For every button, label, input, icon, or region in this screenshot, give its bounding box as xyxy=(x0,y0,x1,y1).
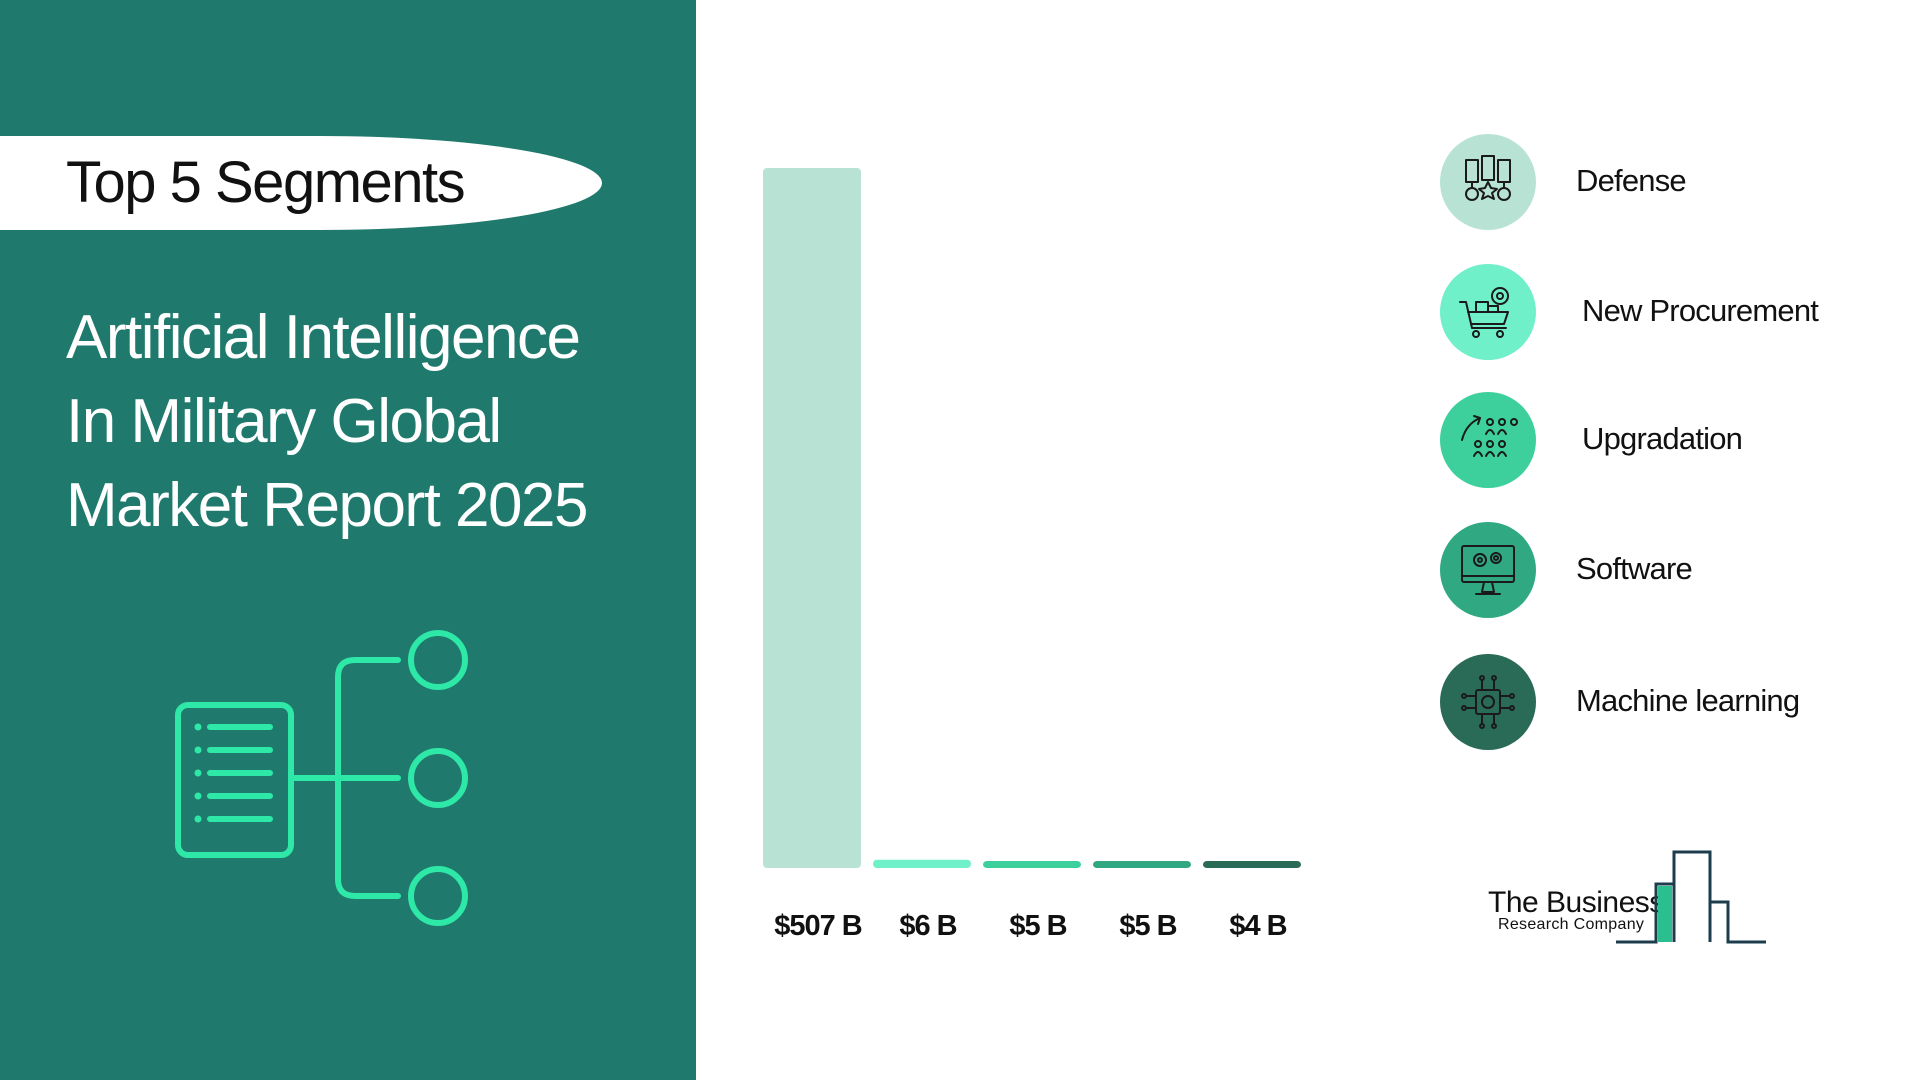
report-title: Artificial Intelligence In Military Glob… xyxy=(66,296,626,548)
company-logo: The Business Research Company xyxy=(1488,850,1808,950)
report-title-line: Artificial Intelligence xyxy=(66,303,581,372)
legend-item-machine-learning: Machine learning xyxy=(1440,654,1910,750)
shopping-cart-gear-icon xyxy=(1459,287,1509,338)
logo-buildings-icon xyxy=(1616,850,1766,944)
segments-pill xyxy=(0,136,602,230)
report-title-line: Market Report 2025 xyxy=(66,471,588,540)
bar-value-label: $6 B xyxy=(899,910,956,942)
legend-swatch xyxy=(1440,392,1536,488)
legend-label: Defense xyxy=(1576,163,1687,198)
bar-software xyxy=(1093,861,1191,868)
growth-people-icon xyxy=(1461,415,1518,457)
legend-label: Machine learning xyxy=(1576,683,1800,718)
legend-swatch xyxy=(1440,522,1536,618)
legend-label: Software xyxy=(1576,551,1693,586)
bar-new-procurement xyxy=(873,859,971,868)
legend-swatch xyxy=(1440,134,1536,230)
legend-item-software: Software xyxy=(1440,522,1910,618)
segment-bar-chart: $507 B $6 B $5 B $5 B $4 B xyxy=(760,150,1360,970)
legend-item-defense: Defense xyxy=(1440,134,1910,230)
bar-machine-learning xyxy=(1203,861,1301,868)
report-title-line: In Military Global xyxy=(66,387,502,456)
legend-item-new-procurement: New Procurement xyxy=(1440,264,1910,360)
medals-icon xyxy=(1465,155,1511,201)
bar-value-label: $507 B xyxy=(774,910,862,942)
legend-label: Upgradation xyxy=(1582,421,1743,456)
legend-swatch xyxy=(1440,264,1536,360)
bar-upgradation xyxy=(983,861,1081,868)
bar-value-label: $5 B xyxy=(1009,910,1066,942)
left-panel: Top 5 Segments Artificial Intelligence I… xyxy=(0,0,696,1080)
logo-name: The Business xyxy=(1488,886,1664,919)
legend-label: New Procurement xyxy=(1582,293,1819,328)
logo-subtitle: Research Company xyxy=(1498,916,1645,933)
segments-pill-label: Top 5 Segments xyxy=(66,150,466,215)
bar-value-label: $5 B xyxy=(1119,910,1176,942)
monitor-gears-icon xyxy=(1461,545,1515,595)
segment-tree-icon xyxy=(170,630,490,945)
ai-chip-icon xyxy=(1461,675,1515,729)
legend-swatch xyxy=(1440,654,1536,750)
bar-defense xyxy=(763,168,861,868)
legend-item-upgradation: Upgradation xyxy=(1440,392,1910,488)
bar-value-label: $4 B xyxy=(1229,910,1286,942)
